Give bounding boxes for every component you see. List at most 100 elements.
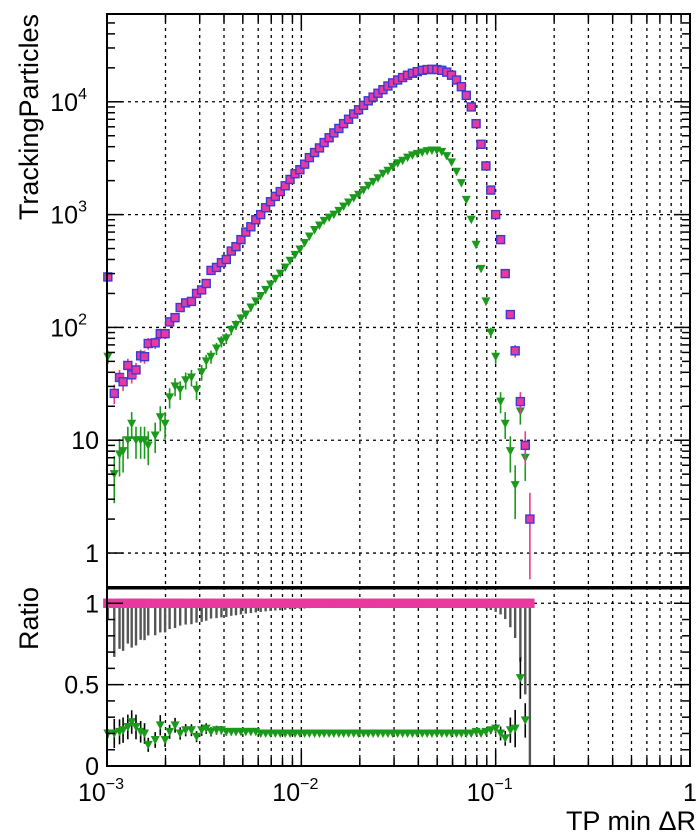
ratio-green-point (118, 726, 128, 735)
ratio-green-point (165, 727, 175, 737)
green-point (201, 357, 211, 366)
green-point (314, 221, 324, 231)
green-point (388, 162, 398, 172)
pink-point (515, 396, 526, 407)
green-point (123, 436, 133, 445)
ratio-green-point (206, 727, 216, 737)
green-point (334, 206, 344, 216)
green-point (236, 314, 246, 323)
pink-point (495, 234, 506, 245)
green-point (339, 202, 349, 211)
green-point (456, 179, 466, 188)
green-point (280, 263, 290, 272)
pink-point (334, 123, 344, 134)
ratio-green-point (201, 724, 211, 734)
pink-point (466, 102, 476, 112)
pink-point (170, 312, 180, 323)
pink-point (251, 215, 261, 225)
green-point (285, 256, 295, 266)
green-point (403, 153, 413, 163)
green-point (349, 194, 359, 203)
ratio-green-point (500, 734, 510, 743)
pink-point (160, 328, 170, 339)
pink-point (304, 152, 315, 163)
main-ytick-label: 104 (50, 86, 87, 117)
ratio-panel-series (103, 598, 535, 752)
pink-point (275, 186, 285, 197)
green-point (373, 174, 383, 183)
ratio-frame (106, 586, 691, 767)
pink-point (201, 278, 211, 289)
green-point (165, 393, 175, 402)
pink-point (260, 203, 271, 213)
pink-point (295, 165, 305, 175)
ratio-green-point (496, 729, 506, 738)
pink-point (236, 234, 246, 245)
green-point (476, 264, 486, 274)
green-point (181, 376, 191, 385)
ratio-green-point (127, 718, 137, 727)
pink-point (241, 227, 251, 237)
green-point (505, 447, 515, 456)
green-point (496, 397, 506, 407)
pink-point (319, 137, 329, 148)
ratio-ytick-label: 0 (85, 753, 99, 781)
pink-point (525, 514, 535, 524)
pink-point (123, 360, 133, 371)
ratio-green-point (131, 722, 141, 732)
green-point (510, 481, 520, 490)
pink-point (280, 181, 290, 191)
green-point (310, 226, 320, 235)
green-point (359, 186, 369, 195)
main-ytick-label: 10 (71, 427, 99, 455)
green-point (246, 303, 256, 313)
green-point (393, 159, 403, 168)
ratio-panel-grid (107, 587, 690, 766)
green-point (118, 447, 128, 456)
green-point (344, 198, 354, 208)
green-point (143, 441, 153, 450)
main-ytick-label: 102 (50, 311, 87, 342)
ratio-green-point (481, 727, 491, 737)
pink-point (481, 161, 491, 171)
ratio-green-point (515, 674, 525, 683)
pink-point (471, 118, 481, 129)
axis-labels: 1 10 102 103 104 0 0.5 1 10−3 10−2 10−1 1 TrackingPa… (14, 14, 697, 836)
green-point (256, 291, 266, 301)
pink-point (299, 159, 310, 169)
ratio-ytick-label: 0.5 (64, 672, 99, 700)
green-point (261, 285, 271, 295)
green-point (140, 436, 150, 445)
green-point (231, 321, 241, 330)
ratio-green-point (143, 740, 153, 750)
green-point (412, 149, 422, 159)
green-point (442, 152, 452, 161)
green-point (500, 419, 510, 429)
green-point (241, 310, 251, 320)
ratio-pink-point (525, 598, 535, 608)
green-point (275, 269, 285, 279)
green-point (300, 239, 310, 248)
green-point (324, 213, 334, 223)
pink-point (451, 75, 462, 85)
plot-frames (106, 13, 691, 767)
xtick-label: 1 (683, 779, 697, 807)
pink-point (456, 82, 467, 92)
green-point (270, 274, 280, 284)
green-point (295, 245, 305, 255)
ratio-green-point (505, 726, 515, 735)
ratio-green-point (520, 716, 530, 725)
green-point (212, 344, 222, 354)
green-point (186, 373, 196, 382)
ratio-green-point (123, 722, 133, 732)
green-point (216, 337, 226, 347)
green-point (206, 352, 216, 362)
ratio-green-point (140, 729, 150, 738)
pink-point (109, 388, 119, 399)
green-point (266, 280, 276, 290)
green-point (461, 195, 471, 205)
pink-point (256, 209, 266, 220)
pink-point (270, 191, 281, 202)
ratio-ylabel: Ratio (14, 587, 44, 650)
